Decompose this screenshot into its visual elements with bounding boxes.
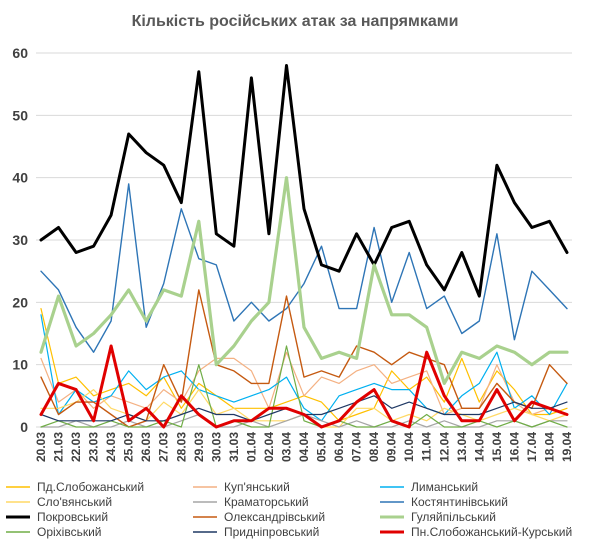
x-tick-label: 17.04 — [525, 432, 539, 462]
x-tick-label: 25.03 — [122, 432, 136, 462]
series-line — [39, 176, 569, 385]
y-tick-label: 20 — [12, 294, 28, 310]
x-tick-label: 27.03 — [157, 432, 171, 462]
y-tick-label: 40 — [12, 170, 28, 186]
x-tick-label: 13.04 — [455, 432, 469, 462]
legend-label: Сло'вянський — [37, 495, 112, 509]
y-tick-label: 50 — [12, 107, 28, 123]
legend-label: Пд.Слобожанський — [37, 480, 144, 494]
series-line — [39, 64, 569, 298]
x-tick-label: 21.03 — [52, 432, 66, 462]
y-tick-label: 60 — [12, 45, 28, 61]
y-tick-label: 30 — [12, 232, 28, 248]
x-tick-label: 18.04 — [542, 432, 556, 462]
legend: Пд.Слобожанський Куп'янський Лиманський Сло… — [6, 480, 572, 539]
x-tick-label: 02.04 — [262, 432, 276, 462]
x-tick-label: 22.03 — [69, 432, 83, 462]
gridlines — [36, 52, 572, 428]
series-line — [40, 314, 568, 422]
series-lines — [39, 64, 569, 429]
x-axis-ticks: 20.03 21.03 22.03 23.03 24.03 25.03 26.03 27.03… — [34, 432, 574, 462]
x-tick-label: 08.04 — [367, 432, 381, 462]
x-tick-label: 05.04 — [315, 432, 329, 462]
x-tick-label: 23.03 — [87, 432, 101, 462]
x-tick-label: 14.04 — [472, 432, 486, 462]
x-tick-label: 07.04 — [350, 432, 364, 462]
x-tick-label: 26.03 — [139, 432, 153, 462]
legend-label: Придніпровський — [224, 525, 319, 539]
y-tick-label: 0 — [20, 419, 28, 435]
series-line — [39, 344, 569, 429]
x-tick-label: 01.04 — [244, 432, 258, 462]
x-tick-label: 28.03 — [174, 432, 188, 462]
series-line — [40, 183, 568, 353]
legend-label: Гуляйпільський — [411, 510, 496, 524]
legend-label: Оріхівський — [37, 525, 102, 539]
x-tick-label: 03.04 — [279, 432, 293, 462]
legend-label: Лиманський — [411, 480, 478, 494]
x-tick-label: 29.03 — [192, 432, 206, 462]
x-tick-label: 04.04 — [297, 432, 311, 462]
x-tick-label: 20.03 — [34, 432, 48, 462]
chart-title: Кількість російських атак за напрямками — [132, 13, 459, 30]
y-axis-ticks: 0 10 20 30 40 50 60 — [12, 45, 28, 435]
x-tick-label: 09.04 — [385, 432, 399, 462]
x-tick-label: 24.03 — [104, 432, 118, 462]
x-tick-label: 12.04 — [437, 432, 451, 462]
y-tick-label: 10 — [12, 357, 28, 373]
legend-label: Покровський — [37, 510, 108, 524]
x-tick-label: 30.03 — [209, 432, 223, 462]
x-tick-label: 06.04 — [332, 432, 346, 462]
legend-label: Костянтинівський — [411, 495, 508, 509]
legend-label: Краматорський — [224, 495, 309, 509]
x-tick-label: 16.04 — [507, 432, 521, 462]
x-tick-label: 19.04 — [560, 432, 574, 462]
x-tick-label: 15.04 — [490, 432, 504, 462]
x-tick-label: 11.04 — [420, 432, 434, 462]
x-tick-label: 10.04 — [402, 432, 416, 462]
legend-label: Пн.Слобожанський-Курський — [411, 525, 572, 539]
x-tick-label: 31.03 — [227, 432, 241, 462]
legend-label: Куп'янський — [224, 480, 290, 494]
legend-label: Олександрівський — [224, 510, 325, 524]
